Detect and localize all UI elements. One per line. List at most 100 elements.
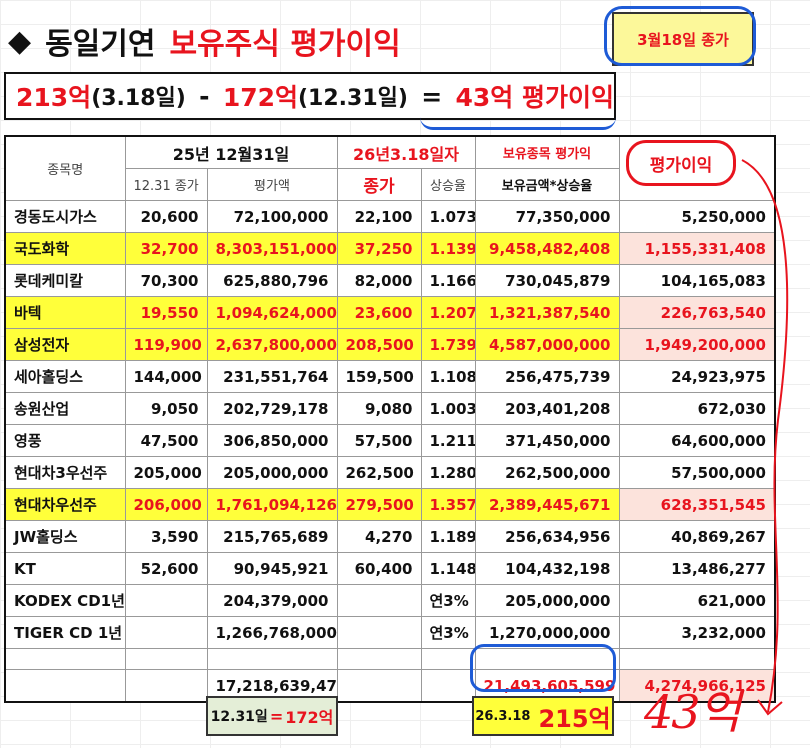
eval-dec: 1,266,768,000 bbox=[206, 616, 338, 649]
dec-total-note: 12.31일 = 172억 bbox=[206, 696, 338, 736]
close-mar: 57,500 bbox=[336, 424, 422, 457]
header-row-2: 12.31 종가 평가액 종가 상승율 보유금액*상승율 bbox=[5, 168, 775, 201]
eval-dec: 215,765,689 bbox=[206, 520, 338, 553]
table-row: 현대차우선주 206,000 1,761,094,126 279,500 1.357 2,… bbox=[4, 488, 776, 521]
table-row: JW홀딩스 3,590 215,765,689 4,270 1.189 256,634,9… bbox=[4, 520, 776, 553]
eval-dec: 306,850,000 bbox=[206, 424, 338, 457]
rise: 1.073 bbox=[420, 200, 476, 233]
holding-value: 104,432,198 bbox=[474, 552, 620, 585]
stock-name: 현대차우선주 bbox=[4, 488, 126, 521]
profit-value: 1,949,200,000 bbox=[618, 328, 776, 361]
header-rise: 상승율 bbox=[420, 168, 476, 201]
header-close-dec: 12.31 종가 bbox=[124, 168, 208, 201]
stock-name: 경동도시가스 bbox=[4, 200, 126, 233]
profit-value: 621,000 bbox=[618, 584, 776, 617]
eval-dec: 205,000,000 bbox=[206, 456, 338, 489]
eval-dec: 625,880,796 bbox=[206, 264, 338, 297]
table-row: 국도화학 32,700 8,303,151,000 37,250 1.139 9,458,… bbox=[4, 232, 776, 265]
table-row: 롯데케미칼 70,300 625,880,796 82,000 1.166 730,045… bbox=[4, 264, 776, 297]
holding-value: 1,321,387,540 bbox=[474, 296, 620, 329]
holding-value: 262,500,000 bbox=[474, 456, 620, 489]
mar-total-date: 26.3.18 bbox=[475, 708, 531, 724]
summary-equals: = bbox=[421, 81, 443, 111]
rise: 1.166 bbox=[420, 264, 476, 297]
spacer-row bbox=[4, 648, 776, 670]
stock-name: 국도화학 bbox=[4, 232, 126, 265]
close-mar: 262,500 bbox=[336, 456, 422, 489]
header-holding-formula: 보유금액*상승율 bbox=[474, 168, 620, 201]
header-holding-eval: 보유종목 평가익 bbox=[474, 135, 620, 169]
profit-value: 1,155,331,408 bbox=[618, 232, 776, 265]
dec-total-eq: = bbox=[269, 706, 284, 726]
holding-value: 205,000,000 bbox=[474, 584, 620, 617]
summary-a-date: (3.18일) bbox=[91, 86, 186, 111]
holding-value: 9,458,482,408 bbox=[474, 232, 620, 265]
summary-result: 43억 평가이익 bbox=[455, 83, 614, 112]
closing-date-note: 3월18일 종가 bbox=[612, 12, 754, 66]
holding-value: 371,450,000 bbox=[474, 424, 620, 457]
close-dec bbox=[124, 584, 208, 617]
eval-dec: 2,637,800,000 bbox=[206, 328, 338, 361]
holding-value: 1,270,000,000 bbox=[474, 616, 620, 649]
summary-formula: 213억 (3.18일) - 172억 (12.31일) = 43억 평가이익 bbox=[4, 72, 616, 120]
stock-name: KT bbox=[4, 552, 126, 585]
header-group-mar: 26년3.18일자 bbox=[336, 135, 476, 169]
holdings-table: 종목명 25년 12월31일 26년3.18일자 보유종목 평가익 12.31 … bbox=[4, 135, 776, 703]
eval-dec: 202,729,178 bbox=[206, 392, 338, 425]
profit-value: 226,763,540 bbox=[618, 296, 776, 329]
stock-name: 롯데케미칼 bbox=[4, 264, 126, 297]
summary-annotation-underline bbox=[420, 117, 616, 130]
rise: 1.003 bbox=[420, 392, 476, 425]
profit-value: 24,923,975 bbox=[618, 360, 776, 393]
table-row: TIGER CD 1년 1,266,768,000 연3% 1,270,000,000… bbox=[4, 616, 776, 649]
close-mar: 23,600 bbox=[336, 296, 422, 329]
total-annotation-circle bbox=[470, 644, 616, 692]
rise: 1.739 bbox=[420, 328, 476, 361]
holding-value: 2,389,445,671 bbox=[474, 488, 620, 521]
title-company: 동일기연 bbox=[45, 27, 156, 62]
dec-total-amount: 172억 bbox=[285, 708, 334, 727]
eval-dec: 204,379,000 bbox=[206, 584, 338, 617]
holding-value: 256,634,956 bbox=[474, 520, 620, 553]
profit-value: 57,500,000 bbox=[618, 456, 776, 489]
close-mar: 279,500 bbox=[336, 488, 422, 521]
date-annotation-circle bbox=[604, 6, 756, 66]
profit-value: 3,232,000 bbox=[618, 616, 776, 649]
header-profit: 평가이익 bbox=[649, 155, 713, 176]
table-row: 삼성전자 119,900 2,637,800,000 208,500 1.739 4,58… bbox=[4, 328, 776, 361]
dec-total-date: 12.31일 bbox=[210, 709, 268, 725]
summary-a-amount: 213억 bbox=[16, 83, 92, 112]
holding-value: 730,045,879 bbox=[474, 264, 620, 297]
rise: 1.148 bbox=[420, 552, 476, 585]
summary-b-amount: 172억 bbox=[222, 83, 298, 112]
close-dec: 206,000 bbox=[124, 488, 208, 521]
stock-name: 영풍 bbox=[4, 424, 126, 457]
table-row: KT 52,600 90,945,921 60,400 1.148 104,432,198… bbox=[4, 552, 776, 585]
close-mar: 37,250 bbox=[336, 232, 422, 265]
closing-date-text: 3월18일 종가 bbox=[637, 30, 729, 49]
rise: 1.357 bbox=[420, 488, 476, 521]
stock-name: 현대차3우선주 bbox=[4, 456, 126, 489]
close-dec: 20,600 bbox=[124, 200, 208, 233]
eval-dec: 72,100,000 bbox=[206, 200, 338, 233]
title-highlight: 보유주식 평가이익 bbox=[169, 27, 401, 62]
close-dec: 32,700 bbox=[124, 232, 208, 265]
stock-name: TIGER CD 1년 bbox=[4, 616, 126, 649]
total-profit: 4,274,966,125 bbox=[618, 669, 776, 703]
handwritten-note: 43억 bbox=[644, 685, 741, 739]
mar-total-note: 26.3.18 215억 bbox=[472, 696, 614, 736]
close-mar: 208,500 bbox=[336, 328, 422, 361]
eval-dec: 8,303,151,000 bbox=[206, 232, 338, 265]
stock-name: 세아홀딩스 bbox=[4, 360, 126, 393]
stock-name: 바텍 bbox=[4, 296, 126, 329]
close-mar: 60,400 bbox=[336, 552, 422, 585]
profit-value: 104,165,083 bbox=[618, 264, 776, 297]
summary-minus: - bbox=[199, 81, 210, 111]
close-mar bbox=[336, 616, 422, 649]
close-mar: 4,270 bbox=[336, 520, 422, 553]
page-title: ◆ 동일기연 보유주식 평가이익 bbox=[8, 16, 401, 66]
close-dec: 70,300 bbox=[124, 264, 208, 297]
stock-name: 삼성전자 bbox=[4, 328, 126, 361]
header-name: 종목명 bbox=[4, 135, 126, 201]
holding-value: 4,587,000,000 bbox=[474, 328, 620, 361]
